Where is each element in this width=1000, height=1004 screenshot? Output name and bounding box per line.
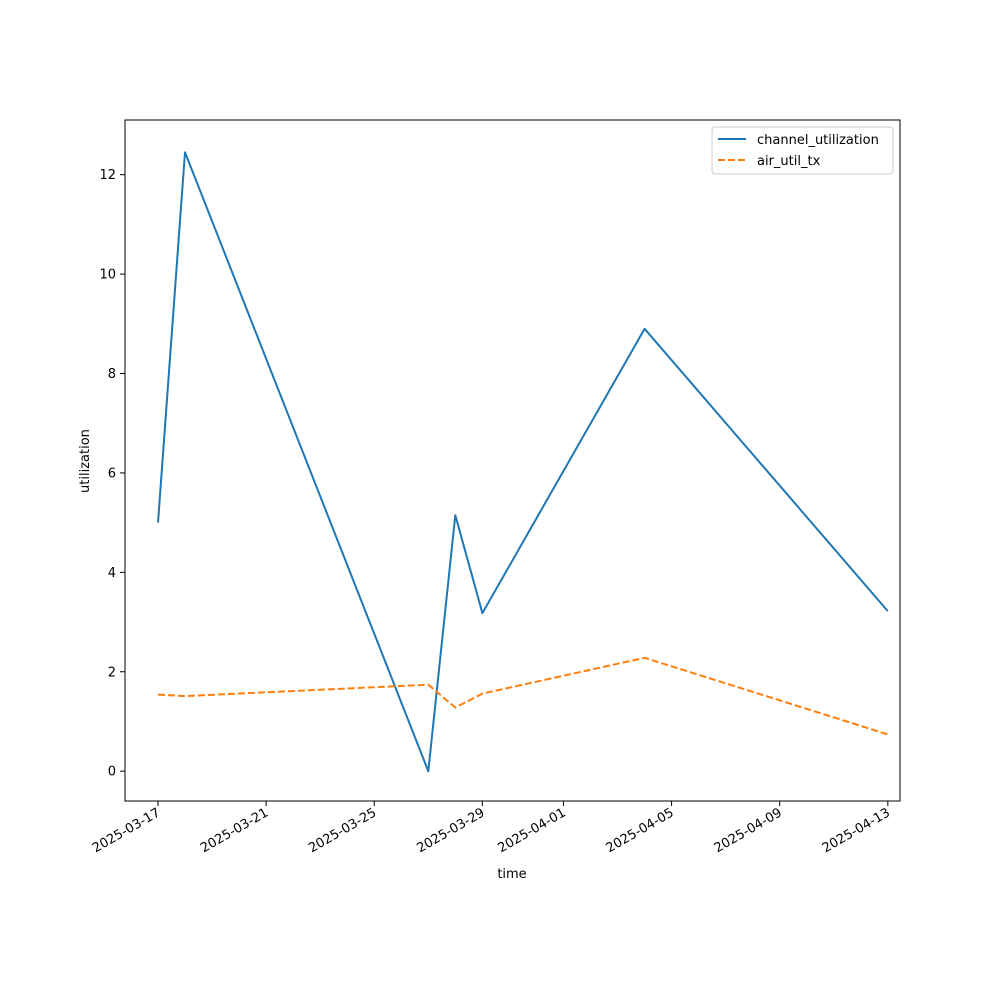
series-line-2 <box>157 656 889 736</box>
y-tick-label: 6 <box>108 466 116 481</box>
y-tick-label: 10 <box>99 268 116 283</box>
axes-frame <box>124 119 901 802</box>
y-axis-label: utilization <box>78 429 93 493</box>
y-tick-label: 0 <box>108 765 116 780</box>
plot-area <box>125 120 900 801</box>
y-tick-label: 12 <box>99 168 116 183</box>
legend-label-2: air_util_tx <box>757 154 821 169</box>
legend: channel_utilization air_util_tx <box>711 126 894 175</box>
plot-background <box>125 120 900 801</box>
y-tick-label: 8 <box>108 367 116 382</box>
y-tick-label: 2 <box>108 665 116 680</box>
legend-label-1: channel_utilization <box>757 133 879 148</box>
x-axis-label: time <box>497 867 526 882</box>
legend-box <box>711 126 894 175</box>
series-line-1 <box>157 151 889 773</box>
y-tick-label: 4 <box>108 566 116 581</box>
series-layer <box>157 151 889 773</box>
